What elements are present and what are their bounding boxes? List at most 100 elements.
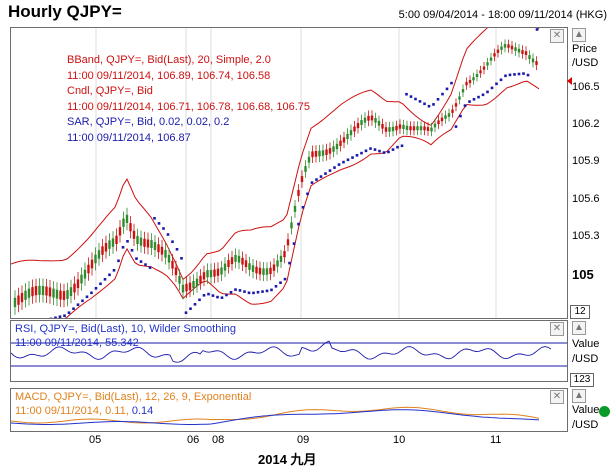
candle-body: [311, 151, 314, 158]
sar-dot: [355, 154, 359, 157]
candle-body: [409, 126, 412, 131]
chart-title: Hourly QJPY=: [8, 2, 122, 21]
rsi-scroll-button[interactable]: ▲: [572, 321, 586, 335]
candle-body: [80, 274, 83, 284]
candle-body: [122, 218, 125, 227]
sar-dot: [63, 314, 66, 317]
candle-body: [535, 61, 538, 66]
bband-lower: [64, 80, 540, 318]
macd-legend-label: MACD, QJPY=, Bid(Last), 12, 26, 9, Expon…: [15, 391, 252, 403]
sar-dot: [441, 92, 444, 96]
sar-dot: [346, 158, 350, 162]
candle-body: [318, 150, 321, 157]
sar-dot: [526, 73, 530, 77]
candle-body: [405, 125, 409, 130]
sar-dot: [387, 150, 390, 154]
close-rsi-button[interactable]: ✕: [550, 322, 564, 336]
candle-body: [328, 148, 332, 154]
candle-body: [48, 287, 52, 297]
candle-body: [160, 246, 164, 255]
bband-values: 11:00 09/11/2014, 106.89, 106.74, 106.58: [67, 69, 271, 82]
rsi-panel[interactable]: ✕ RSI, QJPY=, Bid(Last), 10, Wilder Smoo…: [10, 320, 568, 382]
candle-body: [475, 74, 479, 77]
sar-dot: [135, 257, 138, 260]
tick-label: 105.3: [572, 230, 600, 242]
rsi-chart: [11, 340, 567, 367]
sar-dot: [225, 293, 228, 297]
candle-body: [500, 46, 503, 50]
sar-dot: [121, 246, 125, 249]
candle-body: [195, 278, 199, 287]
candle-body: [108, 240, 111, 249]
candle-body: [349, 130, 353, 136]
candle-body: [307, 156, 311, 163]
sar-dot: [261, 290, 264, 293]
macd-axis-title: Value: [572, 404, 600, 416]
sar-dot: [256, 290, 260, 294]
sar-dot: [418, 100, 422, 103]
candle-body: [87, 264, 90, 274]
candle-body: [479, 70, 482, 74]
sar-dot: [108, 273, 111, 277]
candle-body: [423, 126, 426, 131]
sar-dot: [396, 145, 399, 149]
price-axis: ▲ Price /USD 106.5 106.2 105.9 105.6 105…: [566, 27, 615, 319]
sar-dot: [369, 147, 372, 150]
candle-body: [265, 268, 269, 275]
candle-body: [402, 124, 405, 130]
candle-body: [528, 55, 531, 59]
tick-label: 106.2: [572, 118, 600, 130]
candle-body: [20, 293, 24, 303]
macd-legend: MACD, QJPY=, Bid(Last), 12, 26, 9, Expon…: [15, 390, 251, 418]
candle-body: [514, 47, 517, 51]
candle-body: [213, 269, 216, 277]
candle-body: [34, 286, 38, 296]
sar-dot: [517, 72, 521, 76]
candle-body: [297, 190, 300, 196]
candle-body: [433, 123, 437, 128]
sar-dot: [189, 307, 192, 310]
sar-dot: [58, 315, 62, 318]
sar-dot: [391, 148, 395, 151]
sar-dot: [126, 240, 129, 243]
candle-body: [531, 58, 535, 63]
sar-dot: [513, 73, 516, 76]
candle-body: [482, 66, 486, 70]
sar-dot: [315, 178, 318, 181]
sar-dot: [297, 222, 300, 226]
scroll-up-button[interactable]: ▲: [572, 28, 586, 42]
candle-body: [251, 265, 255, 272]
macd-axis-unit: /USD: [572, 419, 599, 431]
candle-body: [321, 150, 325, 156]
sar-dot: [499, 78, 503, 82]
candle-body: [227, 260, 230, 267]
candle-body: [262, 268, 265, 275]
candle-body: [181, 284, 185, 293]
macd-panel[interactable]: ✕ MACD, QJPY=, Bid(Last), 12, 26, 9, Exp…: [10, 388, 568, 432]
sar-dot: [400, 144, 404, 148]
candle-body: [339, 140, 342, 146]
rsi-axis-box[interactable]: 123: [570, 373, 594, 387]
rsi-legend-label: RSI, QJPY=, Bid(Last), 10, Wilder Smooth…: [15, 323, 237, 335]
candle-body: [419, 126, 423, 131]
price-panel[interactable]: ✕ BBand, QJPY=, Bid(Last), 20, Simple, 2…: [10, 27, 568, 319]
status-indicator-icon[interactable]: [599, 406, 610, 417]
sar-dot: [90, 291, 93, 295]
candle-body: [451, 109, 454, 113]
candle-body: [437, 120, 440, 125]
candle-body: [325, 149, 328, 155]
candle-body: [377, 120, 381, 126]
sar-dot: [99, 282, 102, 286]
close-macd-button[interactable]: ✕: [550, 390, 564, 404]
candle-body: [272, 264, 276, 271]
candle-body: [230, 257, 234, 265]
candle-body: [220, 267, 223, 275]
candle-body: [17, 295, 20, 305]
sar-dot: [229, 291, 233, 294]
candle-body: [412, 126, 416, 131]
close-panel-button[interactable]: ✕: [550, 29, 564, 43]
macd-scroll-button[interactable]: ▲: [572, 389, 586, 403]
sar-dot: [306, 192, 309, 196]
sar-dot: [310, 181, 314, 184]
price-axis-box[interactable]: 12: [570, 305, 590, 319]
